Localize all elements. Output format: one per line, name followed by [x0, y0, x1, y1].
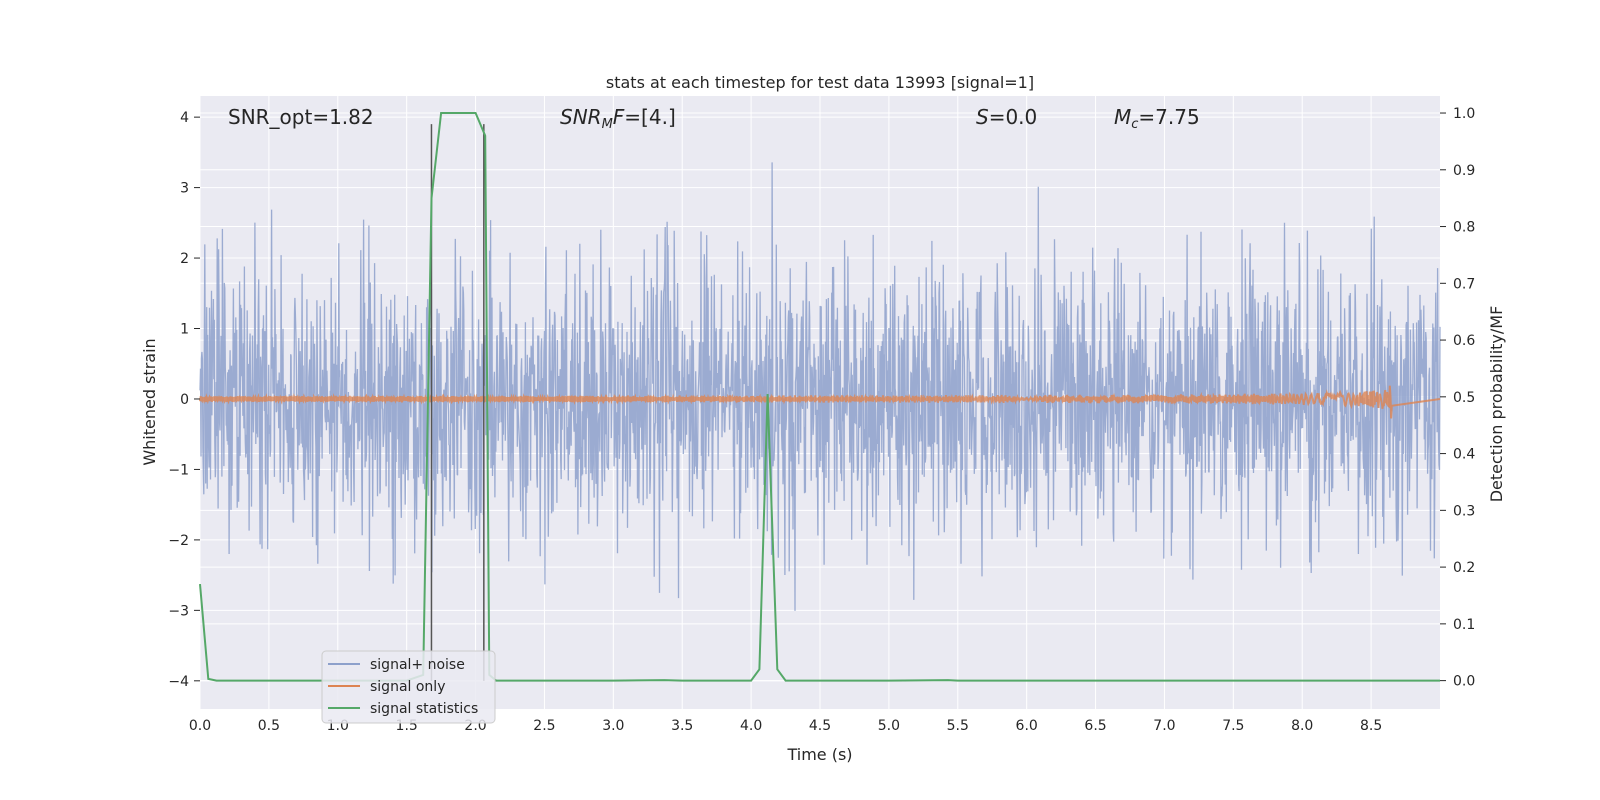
y-left-tick-label: −1 — [168, 462, 189, 478]
x-tick-label: 8.0 — [1291, 718, 1313, 734]
y-right-tick-label: 1.0 — [1453, 106, 1475, 122]
signal-noise-line — [199, 162, 1441, 611]
y-left-tick-label: −3 — [168, 603, 189, 619]
x-tick-label: 2.5 — [533, 718, 555, 734]
legend-label-signal-only: signal only — [370, 679, 445, 695]
legend-label-signal-statistics: signal statistics — [370, 701, 478, 717]
x-tick-label: 7.5 — [1222, 718, 1244, 734]
s-annotation: S=0.0 — [976, 105, 1037, 129]
x-tick-label: 3.0 — [602, 718, 624, 734]
y-left-axis-ticks: 4 3 2 1 0 −1 −2 −3 −4 — [168, 110, 200, 690]
y-right-axis-ticks: 1.0 0.9 0.8 0.7 0.6 0.5 0.4 0.3 0.2 0.1 0.0 — [1440, 106, 1475, 690]
y-right-tick-label: 0.7 — [1453, 276, 1475, 292]
series-signal-only — [199, 385, 1441, 419]
series-signal-noise — [199, 162, 1441, 611]
signal-only-line — [199, 385, 1441, 419]
x-tick-label: 6.0 — [1016, 718, 1038, 734]
y-right-tick-label: 0.8 — [1453, 220, 1475, 236]
x-tick-label: 0.5 — [258, 718, 280, 734]
x-tick-label: 4.0 — [740, 718, 762, 734]
y-left-tick-label: 0 — [180, 392, 189, 408]
legend-label-signal-noise: signal+ noise — [370, 657, 465, 673]
y-right-tick-label: 0.6 — [1453, 333, 1475, 349]
y-right-tick-label: 0.3 — [1453, 503, 1475, 519]
mc-annotation: Mc=7.75 — [1114, 105, 1200, 132]
y-right-tick-label: 0.5 — [1453, 390, 1475, 406]
legend: signal+ noise signal only signal statist… — [321, 650, 496, 724]
x-tick-label: 8.5 — [1360, 718, 1382, 734]
x-tick-label: 7.0 — [1153, 718, 1175, 734]
y-right-tick-label: 0.2 — [1453, 560, 1475, 576]
legend-box — [321, 650, 496, 724]
y-left-tick-label: 2 — [180, 251, 189, 267]
y-right-tick-label: 0.0 — [1453, 674, 1475, 690]
x-tick-label: 0.0 — [189, 718, 211, 734]
y-left-tick-label: −2 — [168, 533, 189, 549]
y-left-axis-label: Whitened strain — [140, 338, 159, 465]
x-tick-label: 5.5 — [947, 718, 969, 734]
x-axis-label: Time (s) — [786, 745, 852, 764]
y-right-tick-label: 0.1 — [1453, 617, 1475, 633]
x-tick-label: 4.5 — [809, 718, 831, 734]
y-left-tick-label: 1 — [180, 322, 189, 338]
x-tick-label: 6.5 — [1084, 718, 1106, 734]
snr-mf-annotation: SNRMF=[4.] — [560, 105, 676, 132]
y-right-axis-label: Detection probability/MF — [1487, 306, 1506, 503]
chart-title: stats at each timestep for test data 139… — [606, 73, 1034, 92]
snr-opt-annotation: SNR_opt=1.82 — [228, 105, 374, 129]
y-right-tick-label: 0.9 — [1453, 163, 1475, 179]
x-tick-label: 5.0 — [878, 718, 900, 734]
y-right-tick-label: 0.4 — [1453, 447, 1475, 463]
y-left-tick-label: 4 — [180, 110, 189, 126]
y-left-tick-label: 3 — [180, 181, 189, 197]
y-left-tick-label: −4 — [168, 674, 189, 690]
x-tick-label: 3.5 — [671, 718, 693, 734]
